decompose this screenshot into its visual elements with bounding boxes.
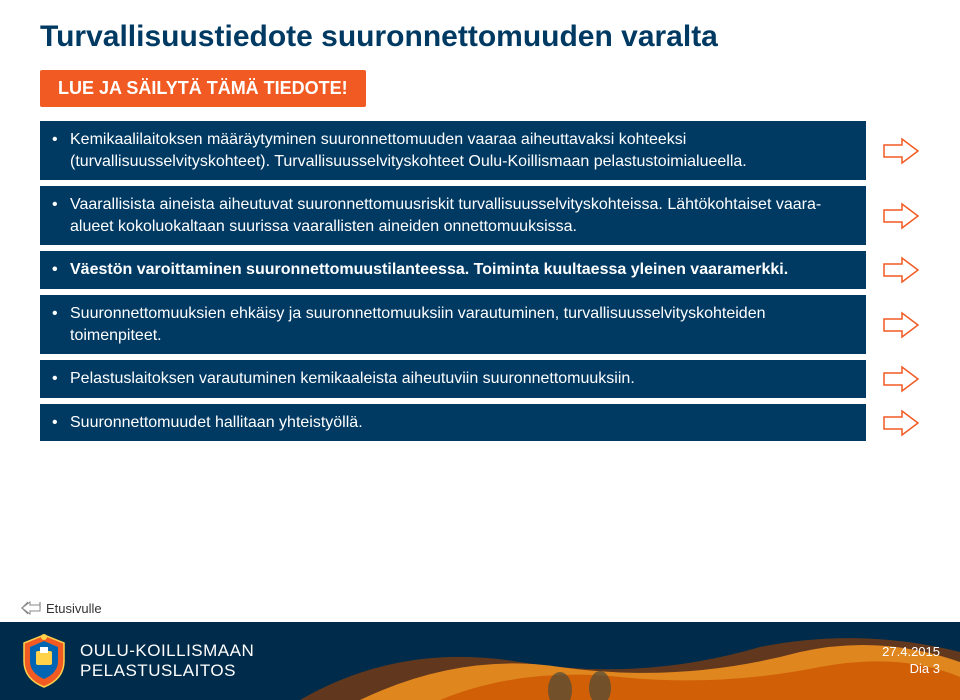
callout-badge: LUE JA SÄILYTÄ TÄMÄ TIEDOTE! [40, 70, 366, 107]
slide: Turvallisuustiedote suuronnettomuuden va… [0, 0, 960, 700]
arrow-right-icon[interactable] [882, 201, 920, 231]
item-text: Suuronnettomuuksien ehkäisy ja suuronnet… [40, 295, 866, 354]
arrow-right-icon[interactable] [882, 136, 920, 166]
item-text: Väestön varoittaminen suuronnettomuustil… [40, 251, 866, 289]
item-text: Suuronnettomuudet hallitaan yhteistyöllä… [40, 404, 866, 442]
item-row[interactable]: Suuronnettomuuksien ehkäisy ja suuronnet… [40, 295, 920, 354]
item-row[interactable]: Pelastuslaitoksen varautuminen kemikaale… [40, 360, 920, 398]
arrow-right-icon[interactable] [882, 364, 920, 394]
back-link[interactable]: Etusivulle [20, 600, 102, 616]
arrow-right-icon[interactable] [882, 255, 920, 285]
item-row[interactable]: Kemikaalilaitoksen määräytyminen suuronn… [40, 121, 920, 180]
org-logo-icon [20, 633, 68, 689]
org-name-top: OULU-KOILLISMAAN [80, 641, 254, 661]
arrow-right-icon[interactable] [882, 408, 920, 438]
footer: OULU-KOILLISMAAN PELASTUSLAITOS 27.4.201… [0, 622, 960, 700]
item-row[interactable]: Vaarallisista aineista aiheutuvat suuron… [40, 186, 920, 245]
footer-meta: 27.4.2015 Dia 3 [882, 644, 940, 678]
org-name: OULU-KOILLISMAAN PELASTUSLAITOS [80, 641, 254, 682]
footer-date: 27.4.2015 [882, 644, 940, 661]
item-text: Pelastuslaitoksen varautuminen kemikaale… [40, 360, 866, 398]
item-row[interactable]: Väestön varoittaminen suuronnettomuustil… [40, 251, 920, 289]
arrow-right-icon[interactable] [882, 310, 920, 340]
content-list: Kemikaalilaitoksen määräytyminen suuronn… [0, 121, 960, 441]
back-link-label: Etusivulle [46, 601, 102, 616]
slide-title: Turvallisuustiedote suuronnettomuuden va… [0, 0, 960, 64]
back-arrow-icon [20, 600, 42, 616]
org-name-bottom: PELASTUSLAITOS [80, 661, 254, 681]
footer-content: OULU-KOILLISMAAN PELASTUSLAITOS 27.4.201… [0, 622, 960, 700]
footer-page: Dia 3 [882, 661, 940, 678]
item-row[interactable]: Suuronnettomuudet hallitaan yhteistyöllä… [40, 404, 920, 442]
item-text: Kemikaalilaitoksen määräytyminen suuronn… [40, 121, 866, 180]
item-text: Vaarallisista aineista aiheutuvat suuron… [40, 186, 866, 245]
